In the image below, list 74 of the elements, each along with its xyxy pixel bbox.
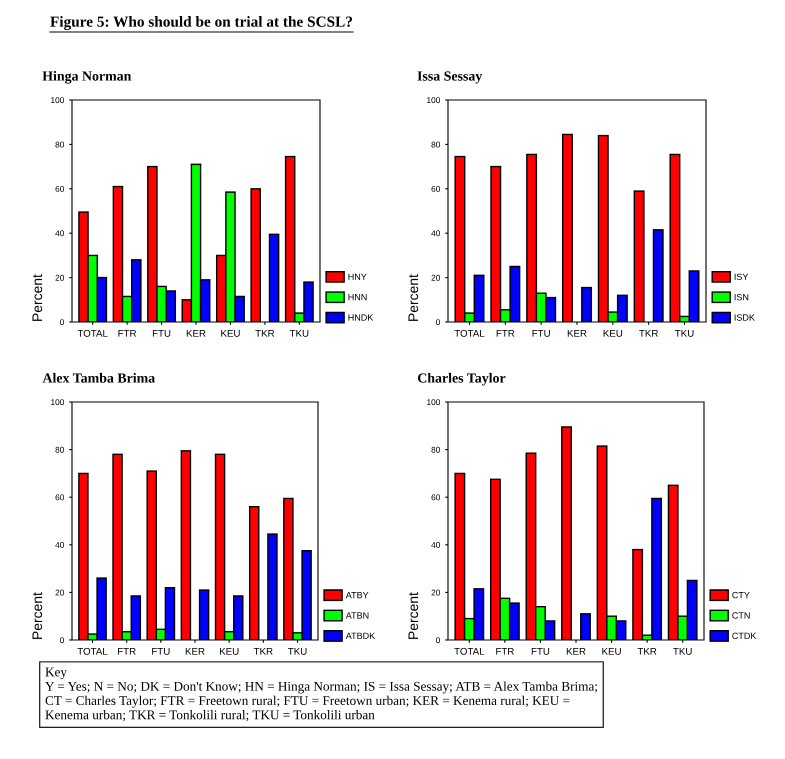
y-axis-title: Percent bbox=[408, 274, 418, 321]
x-tick-label: KEU bbox=[604, 330, 622, 337]
chart-title: Hinga Norman bbox=[42, 70, 132, 84]
chart-title: Issa Sessay bbox=[418, 71, 482, 84]
y-tick-label: 100 bbox=[427, 399, 440, 406]
y-tick-label: 80 bbox=[55, 142, 64, 148]
y-tick-label: 20 bbox=[432, 590, 440, 596]
legend-label: ATBN bbox=[346, 612, 368, 619]
x-tick-label: TOTAL bbox=[78, 330, 108, 337]
chart-title: Charles Taylor bbox=[418, 372, 506, 386]
x-tick-label: FTU bbox=[532, 648, 550, 655]
x-tick-label: TOTAL bbox=[77, 648, 108, 655]
x-tick-label: TKU bbox=[288, 648, 306, 655]
y-tick-label: 0 bbox=[60, 319, 64, 326]
legend-label: ISN bbox=[734, 294, 748, 300]
y-tick-label: 40 bbox=[55, 230, 64, 236]
y-tick-label: 60 bbox=[432, 186, 440, 192]
x-tick-label: FTR bbox=[496, 648, 514, 655]
y-tick-label: 20 bbox=[56, 590, 64, 596]
legend-label: CTDK bbox=[732, 632, 756, 640]
x-tick-label: FTU bbox=[152, 648, 170, 655]
x-tick-label: TKR bbox=[638, 648, 656, 655]
y-tick-label: 40 bbox=[55, 542, 64, 548]
x-tick-label: FTR bbox=[118, 330, 136, 337]
y-tick-label: 60 bbox=[432, 494, 440, 500]
x-tick-label: TKU bbox=[674, 330, 694, 337]
y-tick-label: 100 bbox=[51, 399, 64, 406]
y-tick-label: 40 bbox=[431, 542, 440, 548]
x-tick-label: FTU bbox=[152, 330, 170, 337]
x-tick-label: KER bbox=[566, 648, 586, 655]
y-tick-label: 100 bbox=[51, 97, 64, 104]
x-tick-label: FTR bbox=[496, 330, 514, 337]
legend-label: HNDK bbox=[348, 314, 374, 321]
y-axis-title: Percent bbox=[408, 592, 418, 639]
legend-label: ATBY bbox=[346, 592, 368, 598]
y-tick-label: 0 bbox=[60, 637, 64, 644]
caption: Figure 5: Who should be on trial at the SCSL? bbox=[50, 16, 352, 30]
legend-label: CTY bbox=[732, 592, 750, 598]
x-tick-label: KER bbox=[186, 330, 206, 337]
y-tick-label: 60 bbox=[56, 494, 64, 500]
legend-label: HNY bbox=[348, 274, 367, 280]
chart-title: Alex Tamba Brima bbox=[42, 372, 155, 383]
y-axis-title: Percent bbox=[32, 274, 42, 321]
text: Key Y = Yes; N = No; DK = Don't Know; HN = Hinga Norman; IS = Issa Sessay; ATB = Alex Tamba Brima; CT = Charles Taylor; FTR = Freetown rural; FTU = Freetown urban; KER = Kenema rural; KEU = Kenema urban; TKR = Tonkolili rural; TKU = Tonkolili urban bbox=[45, 668, 597, 722]
y-tick-label: 80 bbox=[431, 446, 440, 453]
y-tick-label: 40 bbox=[431, 230, 440, 236]
x-tick-label: TKR bbox=[255, 330, 274, 337]
x-tick-label: TOTAL bbox=[454, 330, 484, 337]
legend-label: ISY bbox=[734, 274, 748, 280]
x-tick-label: KEU bbox=[220, 648, 238, 655]
y-axis-title: Percent bbox=[32, 592, 42, 639]
y-tick-label: 0 bbox=[436, 637, 440, 644]
y-tick-label: 80 bbox=[431, 142, 440, 148]
y-tick-label: 0 bbox=[436, 319, 440, 326]
x-tick-label: TKU bbox=[673, 648, 692, 655]
x-tick-label: TKR bbox=[639, 330, 658, 337]
x-tick-label: FTU bbox=[532, 330, 550, 337]
x-tick-label: KER bbox=[186, 648, 205, 655]
y-tick-label: 60 bbox=[56, 186, 64, 192]
x-tick-label: TOTAL bbox=[454, 648, 484, 655]
x-tick-label: KER bbox=[568, 330, 587, 337]
y-tick-label: 20 bbox=[56, 274, 64, 281]
x-tick-label: KEU bbox=[602, 648, 621, 655]
x-tick-label: KEU bbox=[221, 330, 240, 337]
legend-label: ISDK bbox=[734, 314, 755, 321]
legend-label: ATBDK bbox=[346, 632, 376, 639]
legend-label: HNN bbox=[348, 294, 367, 300]
y-tick-label: 100 bbox=[427, 97, 440, 104]
y-tick-label: 80 bbox=[55, 446, 64, 453]
y-tick-label: 20 bbox=[432, 274, 440, 281]
legend-label: CTN bbox=[732, 612, 750, 619]
x-tick-label: TKU bbox=[290, 330, 308, 337]
x-tick-label: TKR bbox=[254, 648, 273, 655]
x-tick-label: FTR bbox=[118, 648, 136, 655]
